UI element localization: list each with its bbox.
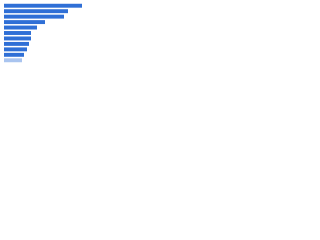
bar: [4, 25, 37, 30]
bar: [4, 41, 29, 46]
bar: [4, 52, 24, 57]
bar: [4, 47, 27, 52]
bar: [4, 58, 22, 63]
bar: [4, 14, 64, 19]
bar: [4, 3, 82, 8]
bar: [4, 31, 31, 35]
bar: [4, 20, 45, 25]
chart: [4, 3, 82, 63]
bar: [4, 9, 68, 14]
bar: [4, 36, 31, 41]
